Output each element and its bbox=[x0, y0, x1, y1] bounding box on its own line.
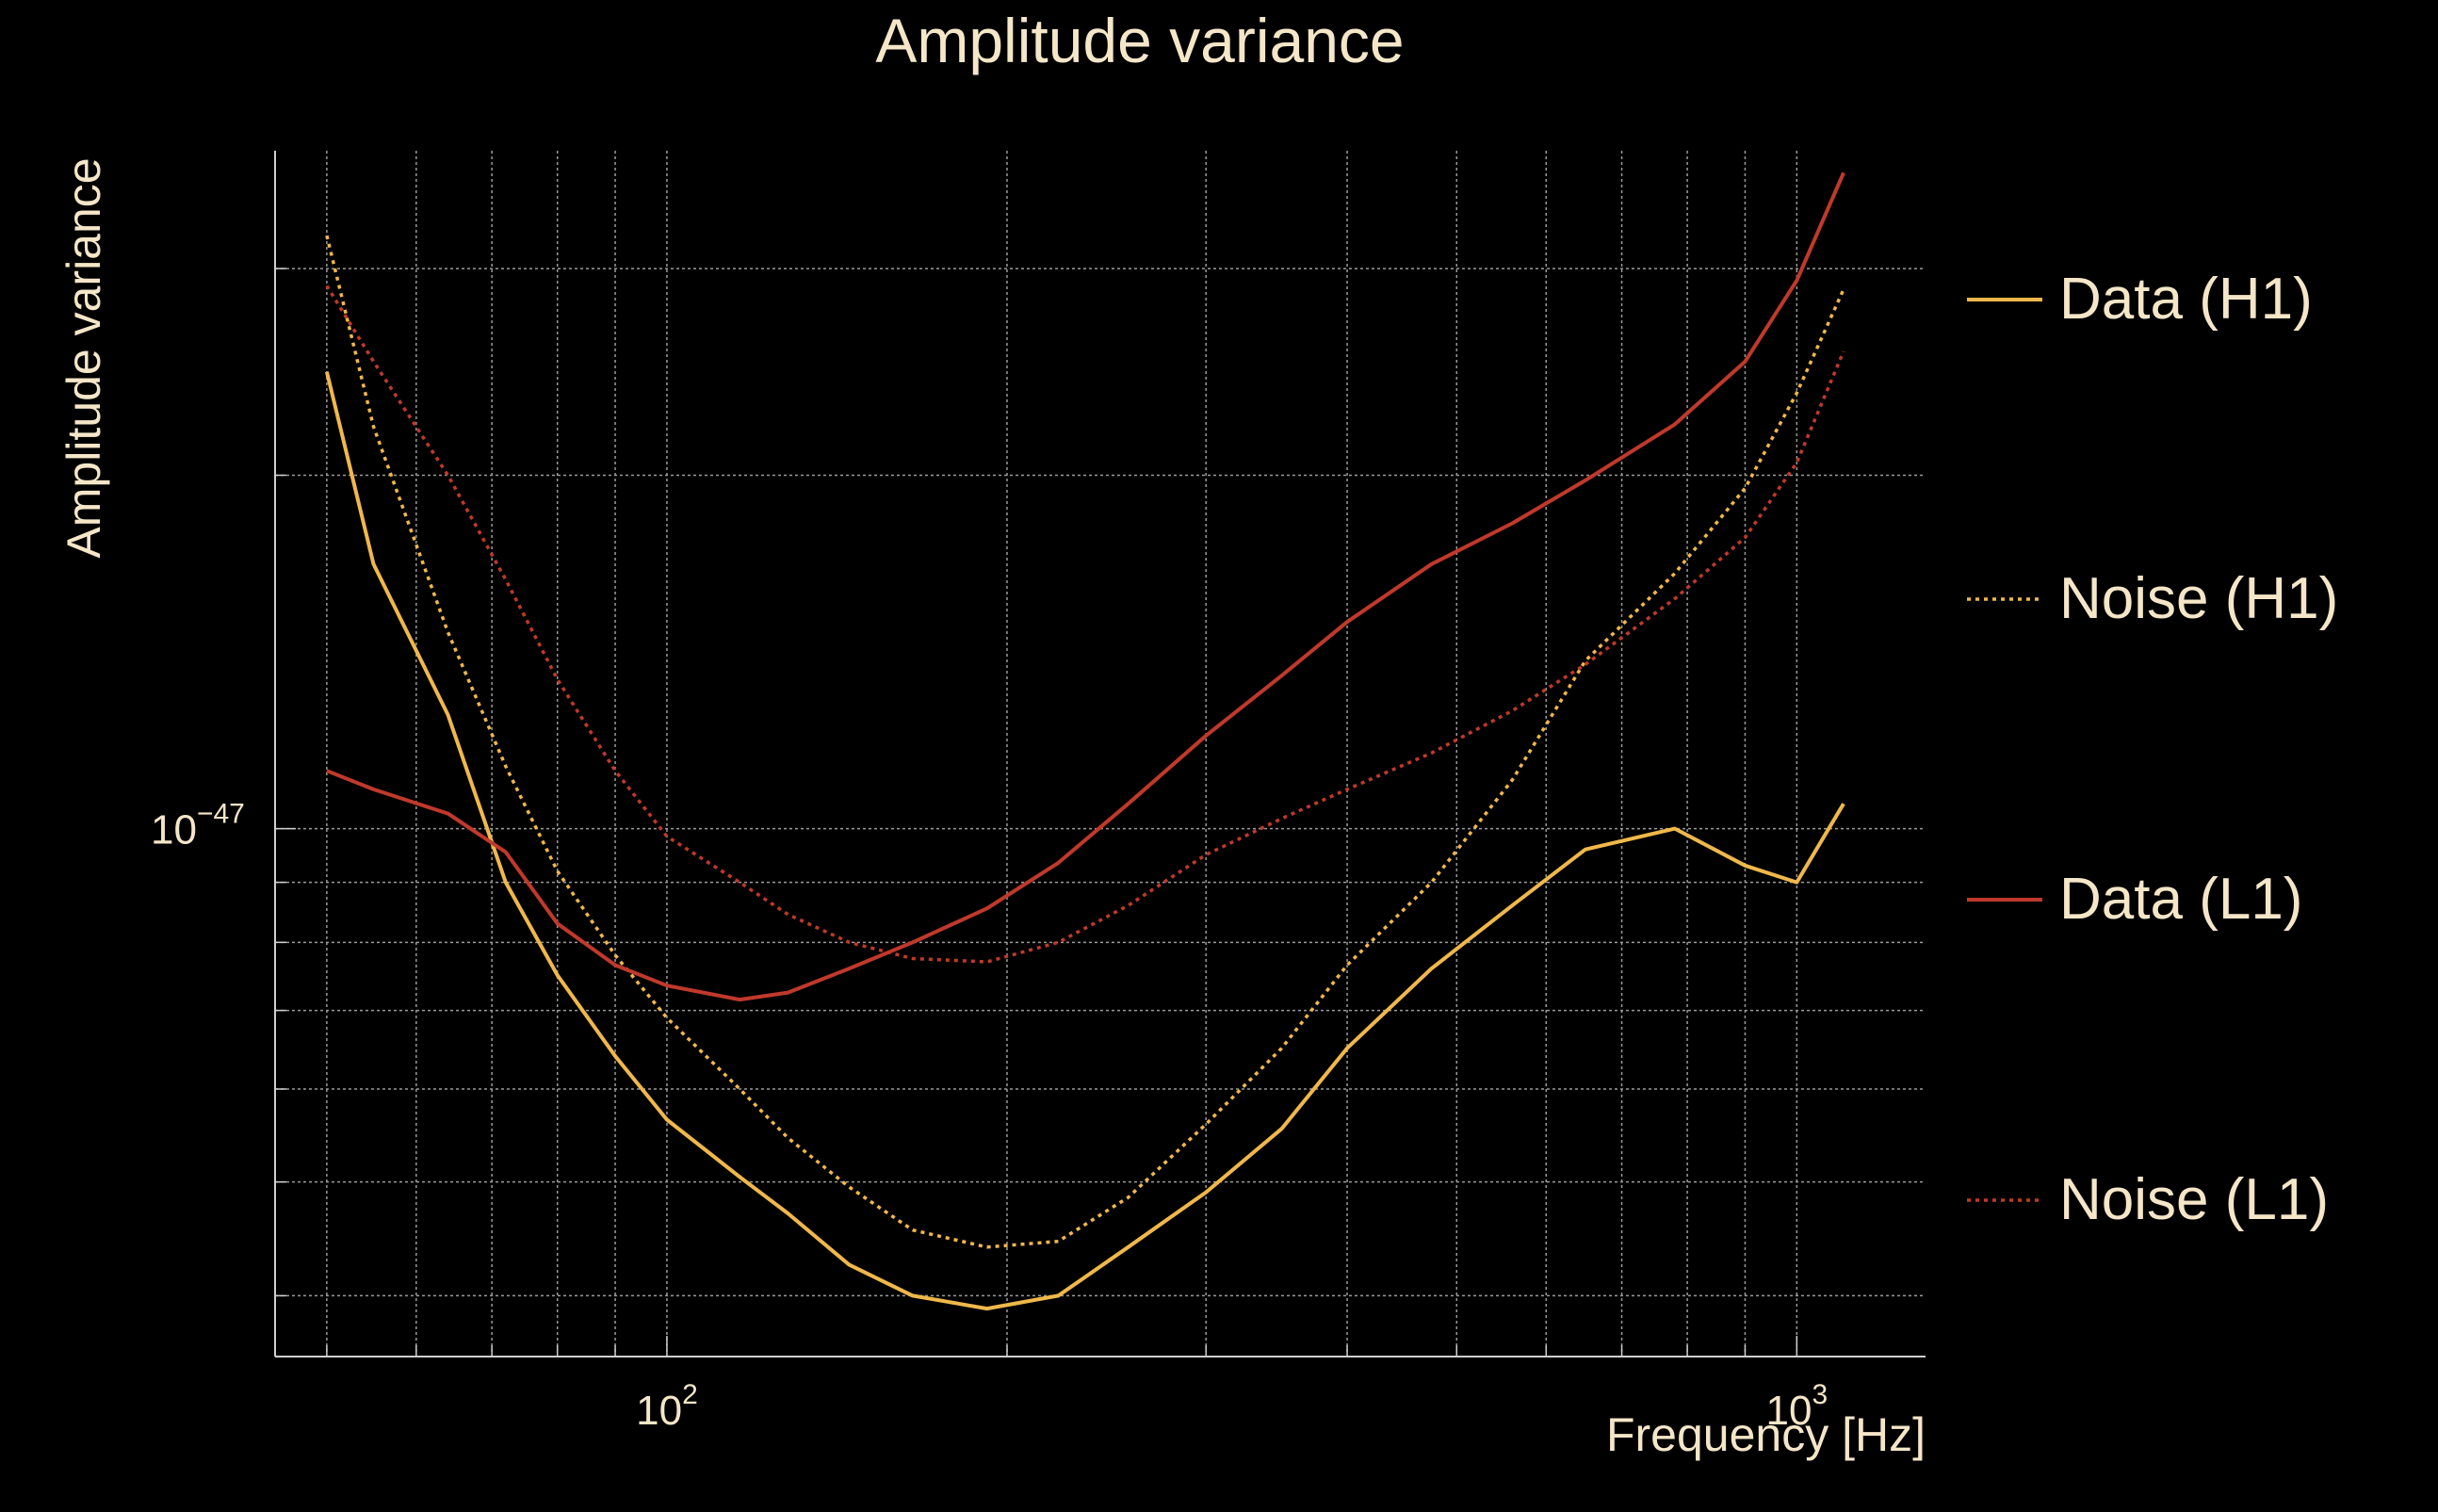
y-axis-label: Amplitude variance bbox=[57, 157, 110, 558]
series-line-noise-h1 bbox=[325, 235, 1845, 1249]
series-line-noise-l1 bbox=[325, 285, 1845, 964]
grid-layer bbox=[275, 151, 1926, 1357]
legend-label: Data (H1) bbox=[2059, 267, 2313, 332]
legend-label: Noise (L1) bbox=[2059, 1167, 2329, 1232]
series-line-data-h1 bbox=[324, 371, 1845, 1311]
series-layer bbox=[324, 171, 1845, 1311]
y-tick-label: 10−47 bbox=[151, 799, 245, 854]
chart-title: Amplitude variance bbox=[875, 6, 1404, 75]
x-axis-label: Frequency [Hz] bbox=[1606, 1408, 1926, 1461]
legend-label: Data (L1) bbox=[2059, 867, 2302, 932]
legend-label: Noise (H1) bbox=[2059, 566, 2338, 631]
x-tick-label: 103 bbox=[1766, 1379, 1828, 1434]
series-line-data-l1 bbox=[326, 171, 1845, 1002]
legend: Data (H1) Noise (H1) Data (L1) Noise (L1) bbox=[1967, 267, 2338, 1232]
x-tick-label: 102 bbox=[636, 1379, 698, 1434]
axes-layer: 102 103 10−47 bbox=[151, 151, 1926, 1434]
